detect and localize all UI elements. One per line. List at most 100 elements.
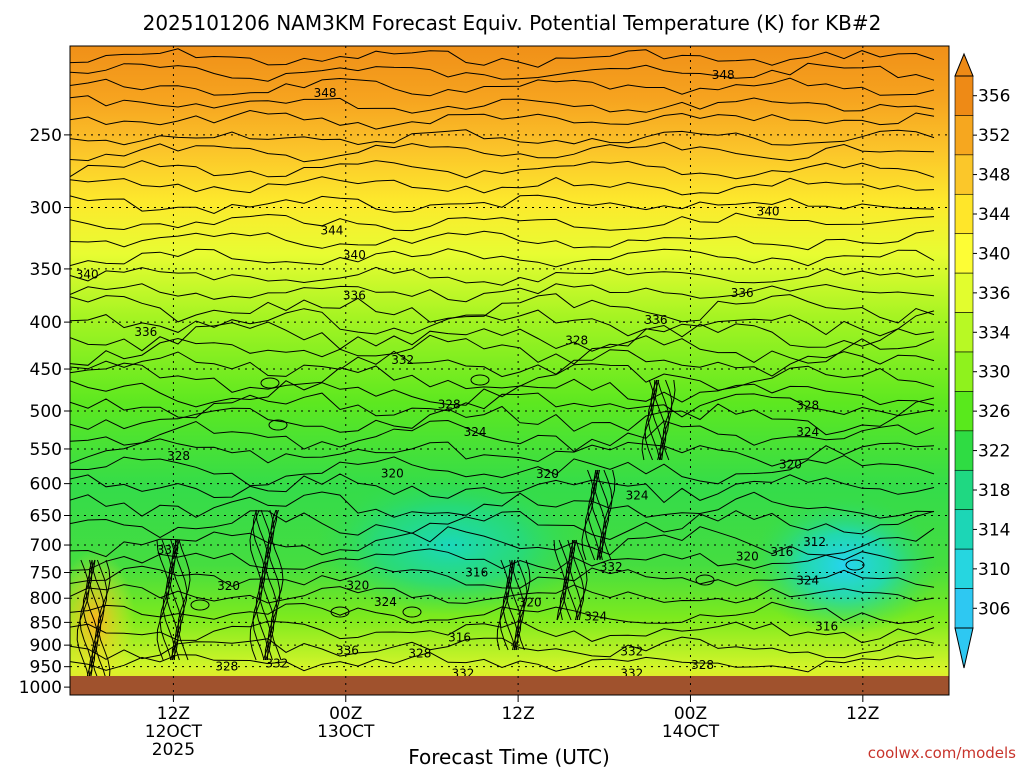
contour-line-dense [174, 539, 188, 661]
contour-line [70, 651, 935, 673]
colorbar: 356 352 348 344 340 336 334 330 326 322 318 314 310 3… [954, 52, 1010, 669]
contour-line-dense [517, 559, 531, 651]
x-tick-label: 00Z [329, 704, 362, 724]
contour-line [70, 95, 935, 114]
contour-cell [330, 606, 350, 618]
colorbar-label: 322 [978, 442, 1010, 462]
contour-line-dense [565, 539, 579, 621]
contour-line [70, 526, 935, 558]
contour-label: 320 [519, 596, 542, 610]
colorbar-swatch [954, 351, 974, 392]
x-tick-label: 12Z [157, 704, 190, 724]
y-tick-label: 350 [30, 260, 62, 280]
contour-line [70, 293, 935, 324]
contour-label: 348 [712, 68, 735, 82]
contour-label: 336 [336, 643, 359, 657]
contour-label: 332 [157, 543, 180, 557]
x-tick-label: 12Z [501, 704, 534, 724]
contour-line [70, 77, 935, 97]
contour-line [70, 491, 935, 519]
colorbar-swatch [954, 548, 974, 589]
contour-line [70, 392, 935, 419]
contour-label: 328 [691, 658, 714, 672]
contour-line [70, 283, 935, 303]
colorbar-label: 334 [978, 323, 1010, 343]
contour-line-dense [574, 539, 588, 621]
contour-line [70, 601, 935, 625]
contour-labels: 3483483443403403403363363363363323283283… [76, 68, 838, 694]
colorbar-extend-bottom [954, 627, 974, 669]
contour-cell [845, 559, 865, 571]
y-tick-label: 750 [30, 564, 62, 584]
contour-label: 324 [584, 610, 607, 624]
contour-label: 324 [374, 595, 397, 609]
contour-label: 328 [796, 398, 819, 412]
contour-line-dense [177, 539, 191, 661]
contour-line-dense [659, 379, 673, 461]
colorbar-swatch [954, 391, 974, 432]
y-tick-label: 550 [30, 440, 62, 460]
y-tick-label: 400 [30, 313, 62, 333]
plot-area: 3483483443403403403363363363363323283283… [70, 46, 949, 695]
colorbar-swatch [954, 115, 974, 156]
y-tick-label: 650 [30, 507, 62, 527]
contour-line-dense [662, 379, 676, 461]
contour-line-dense [562, 539, 576, 621]
contour-label: 324 [796, 425, 819, 439]
colorbar-label: 310 [978, 560, 1010, 580]
contour-line-dense [88, 559, 102, 681]
contour-line-dense [267, 509, 281, 661]
contour-label: 336 [134, 325, 157, 339]
contour-line [70, 160, 935, 180]
contour-label: 328 [215, 660, 238, 674]
contour-label: 332 [265, 657, 288, 671]
x-axis-title: Forecast Time (UTC) [408, 745, 610, 768]
contour-line-dense [514, 559, 528, 651]
contour-line [70, 109, 935, 130]
y-tick-label: 500 [30, 402, 62, 422]
contour-label: 340 [757, 204, 780, 218]
contour-label: 328 [438, 398, 461, 412]
contour-label: 336 [645, 313, 668, 327]
colorbar-extend-top [954, 52, 974, 77]
x-tick-date: 12OCT [145, 722, 203, 742]
contour-line [70, 473, 935, 504]
colorbar-swatch [954, 272, 974, 313]
colorbar-swatch [954, 193, 974, 235]
contour-label: 316 [770, 545, 793, 559]
colorbar-label: 336 [978, 284, 1010, 304]
contour-label: 320 [217, 579, 240, 593]
contour-line [70, 510, 935, 541]
contour-line [70, 565, 935, 589]
colorbar-swatch [954, 588, 974, 629]
x-tick-label: 12Z [846, 704, 879, 724]
contour-line-dense [94, 559, 108, 681]
contour-label: 316 [815, 620, 838, 634]
contour-line-dense [587, 469, 601, 561]
y-tick-label: 850 [30, 613, 62, 633]
y-axis: 250 300 350 400 450 500 550 600 650 700 750 800 850 9… [19, 126, 70, 698]
contour-line-dense [496, 559, 510, 651]
contour-line [70, 438, 935, 467]
contour-line [70, 308, 935, 337]
contour-line [70, 176, 935, 196]
contour-line-dense [91, 559, 105, 681]
colorbar-label: 330 [978, 363, 1010, 383]
y-tick-label: 300 [30, 199, 62, 219]
colorbar-swatch [954, 430, 974, 471]
colorbar-label: 318 [978, 481, 1010, 501]
colorbar-label: 348 [978, 166, 1010, 186]
contour-line-dense [270, 509, 284, 661]
contour-label: 320 [779, 458, 802, 472]
warm-left-lowlevel [70, 550, 135, 690]
contour-label: 324 [464, 425, 487, 439]
contour-label: 320 [381, 467, 404, 481]
contour-label: 340 [343, 248, 366, 262]
contour-line [70, 321, 935, 352]
contour-line [70, 349, 935, 378]
contour-line-dense [568, 539, 582, 621]
contour-label: 348 [314, 86, 337, 100]
x-tick-date: 13OCT [317, 722, 375, 742]
x-tick-label: 00Z [674, 704, 707, 724]
x-tick-date: 14OCT [662, 722, 720, 742]
